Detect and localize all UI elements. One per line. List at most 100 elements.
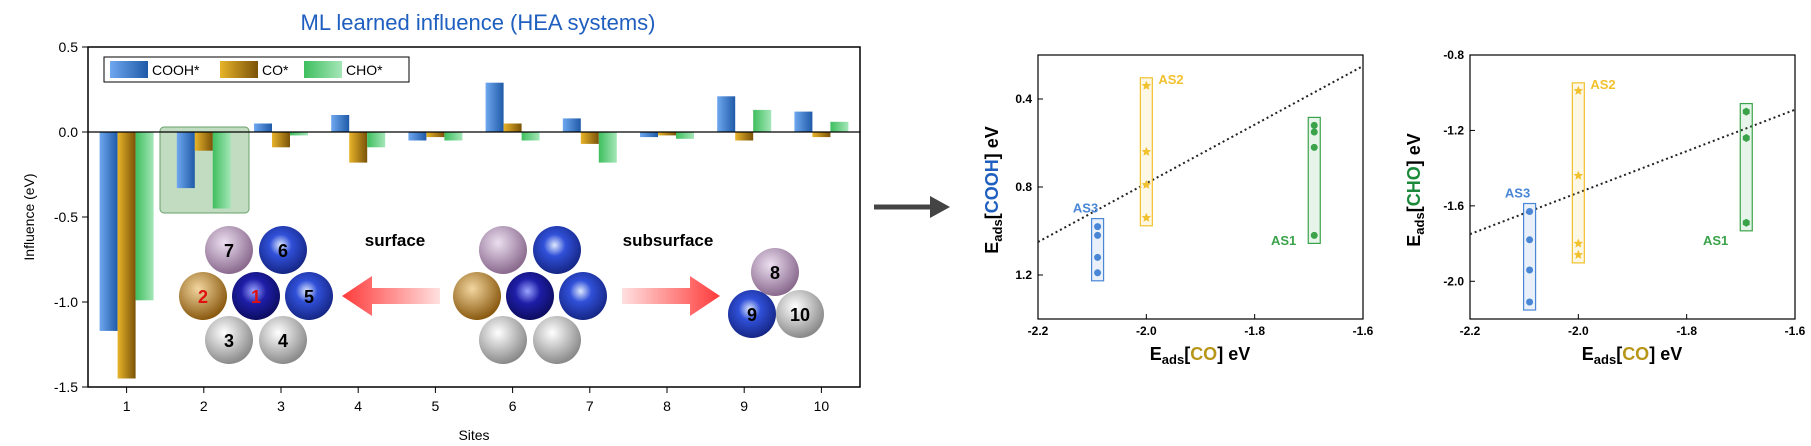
y-axis-lbr: [	[982, 213, 1002, 219]
x-axis-unit: eV	[1655, 344, 1682, 364]
bar-cho-site-1	[135, 132, 154, 301]
x-tick-label: 6	[509, 398, 517, 414]
atom-1-label: 1	[251, 287, 261, 307]
x-axis-species: CO	[1190, 344, 1217, 364]
x-tick-label: 7	[586, 398, 594, 414]
atom-5-label: 5	[304, 287, 314, 307]
x-axis-label: Eads[CO] eV	[1582, 344, 1682, 367]
x-axis-lbr: [	[1184, 344, 1190, 364]
bar-co-site-7	[580, 132, 599, 144]
atom-10	[776, 290, 824, 338]
atom-4	[259, 316, 307, 364]
bar-cooh-site-5	[408, 132, 427, 141]
atom-2-label: 2	[198, 287, 208, 307]
bar-co-site-5	[426, 132, 445, 138]
bar-cooh-site-10	[794, 111, 813, 132]
legend-swatch-cho	[304, 61, 342, 78]
bar-co-site-8	[658, 132, 676, 136]
x-tick-label: 8	[663, 398, 671, 414]
atom-2	[179, 272, 227, 320]
cluster-atom	[533, 316, 581, 364]
y-tick-label: -0.8	[1443, 48, 1464, 62]
y-axis-label: Eads[COOH] eV	[982, 126, 1005, 253]
plot-frame	[1469, 54, 1796, 320]
bar-cho-site-3	[290, 132, 308, 136]
x-tick-label: -2.2	[1460, 324, 1481, 338]
y-tick-label: -2.0	[1443, 274, 1464, 288]
x-axis-label: Eads[CO] eV	[1150, 344, 1250, 367]
point-as3	[1094, 223, 1102, 231]
point-as1	[1742, 134, 1750, 142]
y-tick-label: -1.5	[54, 379, 78, 395]
bar-cooh-site-2	[176, 132, 195, 189]
arrow-left-icon	[342, 276, 440, 316]
y-axis-lbr: [	[1404, 206, 1424, 212]
atom-8-label: 8	[770, 263, 780, 283]
x-axis-unit: eV	[1223, 344, 1250, 364]
y-axis-sub: ads	[990, 219, 1005, 241]
x-tick-label: 5	[432, 398, 440, 414]
y-tick-label: -1.6	[1443, 199, 1464, 213]
cluster-atom	[479, 226, 527, 274]
bar-co-site-9	[735, 132, 754, 141]
axis-ticks: -2.2 -2.0 -1.8 -1.6 0.4 0.8 1.2	[1015, 92, 1373, 338]
y-tick-label: 0.0	[59, 124, 79, 140]
point-as1	[1310, 128, 1318, 136]
bar-cooh-site-8	[640, 132, 658, 138]
x-axis-eads: E	[1582, 344, 1594, 364]
point-as3	[1094, 253, 1102, 261]
bar-cho-site-5	[444, 132, 463, 141]
subsurface-label: subsurface	[623, 231, 714, 250]
series-label-as1: AS1	[1271, 233, 1296, 248]
panel-arrow-icon	[874, 196, 950, 218]
bar-co-site-2	[194, 132, 213, 151]
bar-cho-site-6	[521, 132, 540, 141]
point-as2	[1141, 146, 1152, 156]
scatter-chart-cho: -2.2 -2.0 -1.8 -1.6-0.8-1.2-1.6-2.0 AS3AS2A…	[1404, 48, 1806, 367]
point-as1	[1310, 143, 1318, 151]
point-as2	[1573, 249, 1584, 259]
y-axis-species: CHO	[1404, 166, 1424, 206]
bar-cooh-site-9	[717, 96, 736, 132]
point-as1	[1310, 231, 1318, 239]
atom-1	[232, 272, 280, 320]
group-box-as1	[1307, 116, 1321, 245]
legend-swatch-co	[220, 61, 258, 78]
x-tick-label: -1.6	[1353, 324, 1374, 338]
point-as3	[1094, 269, 1102, 277]
point-as1	[1742, 218, 1750, 227]
bar-co-site-3	[272, 132, 290, 148]
point-as3	[1094, 231, 1102, 239]
bar-cho-site-8	[676, 132, 694, 139]
point-as2	[1573, 85, 1584, 95]
plot-area: AS3 AS2 AS1	[1469, 77, 1796, 311]
y-axis-label: Eads[CHO] eV	[1404, 133, 1427, 246]
x-axis-rbr: ]	[1649, 344, 1655, 364]
x-axis-species: CO	[1622, 344, 1649, 364]
atom-9-label: 9	[747, 305, 757, 325]
x-axis-sub: ads	[1162, 352, 1184, 367]
x-tick-label: 9	[740, 398, 748, 414]
x-tick-label: -1.8	[1676, 324, 1697, 338]
atom-10-label: 10	[790, 305, 810, 325]
cluster-atom	[479, 316, 527, 364]
x-axis-lbr: [	[1616, 344, 1622, 364]
atom-6-label: 6	[278, 241, 288, 261]
x-tick-label: 2	[200, 398, 208, 414]
bar-chart: ML learned influence (HEA systems) Influ…	[21, 10, 861, 443]
cluster-atom	[533, 226, 581, 274]
y-tick-label: -1.2	[1443, 123, 1464, 137]
point-as1	[1310, 121, 1318, 129]
group-box-as3	[1522, 202, 1537, 311]
x-axis-rbr: ]	[1217, 344, 1223, 364]
cluster-atom	[506, 272, 554, 320]
series-label-as1: AS1	[1703, 233, 1728, 248]
legend-label-cho: CHO*	[346, 62, 383, 78]
cluster-atom	[453, 272, 501, 320]
y-ticks: 0.5 0.0 -0.5 -1.0 -1.5	[54, 39, 88, 395]
x-tick-label: 3	[277, 398, 285, 414]
series-label-as2: AS2	[1590, 77, 1615, 92]
surface-label: surface	[365, 231, 425, 250]
full-cluster	[453, 226, 607, 364]
x-tick-label: -1.6	[1785, 324, 1806, 338]
